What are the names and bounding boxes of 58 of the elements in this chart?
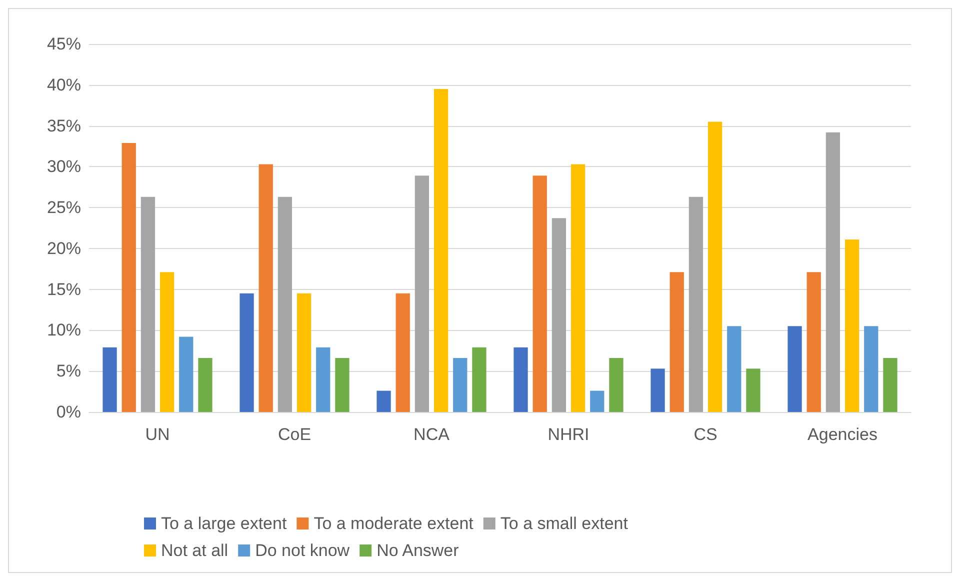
bar <box>140 196 156 412</box>
y-tick-label: 25% <box>46 198 81 218</box>
bar <box>570 164 586 412</box>
bar <box>453 358 468 412</box>
bar <box>650 368 665 412</box>
bar <box>240 293 254 412</box>
y-tick-label: 10% <box>46 320 81 340</box>
x-tick-label: UN <box>145 425 170 444</box>
bar <box>864 326 878 412</box>
legend-label: Do not know <box>255 541 350 560</box>
x-tick-label: NCA <box>414 425 450 444</box>
bar <box>788 326 802 412</box>
bar <box>727 326 742 412</box>
bar <box>670 272 684 412</box>
y-tick-label: 40% <box>46 75 81 94</box>
y-tick-label: 45% <box>46 34 81 54</box>
x-tick-label: CoE <box>278 425 312 444</box>
x-tick-label: NHRI <box>548 425 590 444</box>
y-tick-label: 15% <box>46 280 81 299</box>
bar <box>258 164 273 412</box>
y-tick-label: 30% <box>46 157 81 176</box>
legend-label: To a large extent <box>161 514 287 533</box>
legend-label: Not at all <box>161 541 228 560</box>
y-tick-label: 0% <box>56 402 81 422</box>
bar <box>396 293 410 412</box>
bar <box>160 272 174 412</box>
bar <box>590 390 604 412</box>
bar <box>806 272 821 412</box>
bar <box>278 196 292 412</box>
bar <box>179 336 194 412</box>
bar <box>514 347 528 412</box>
bar <box>746 368 760 412</box>
bar <box>688 196 704 412</box>
bar <box>414 176 430 412</box>
bar <box>376 390 391 412</box>
bar <box>552 218 566 412</box>
bar <box>335 358 350 412</box>
bar <box>198 358 212 412</box>
y-tick-label: 5% <box>56 362 81 381</box>
legend-label: To a moderate extent <box>314 514 474 533</box>
y-tick-label: 35% <box>46 116 81 136</box>
bar <box>532 176 547 412</box>
bar <box>102 347 117 412</box>
legend-label: To a small extent <box>500 514 628 533</box>
legend-label: No Answer <box>376 541 460 560</box>
bar <box>844 239 860 412</box>
bar <box>296 293 312 412</box>
bar <box>434 88 448 412</box>
bar <box>609 358 624 412</box>
bar <box>883 358 898 412</box>
bar <box>472 347 486 412</box>
bar <box>122 142 136 412</box>
x-tick-label: CS <box>694 425 718 444</box>
bar <box>708 122 722 412</box>
bar <box>826 132 840 412</box>
x-tick-label: Agencies <box>808 425 878 444</box>
y-tick-label: 20% <box>46 238 81 258</box>
bar <box>316 347 330 412</box>
